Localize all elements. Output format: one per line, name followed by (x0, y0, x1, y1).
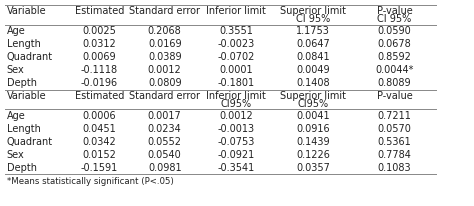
Text: Length: Length (7, 124, 40, 134)
Text: 0.8089: 0.8089 (378, 78, 411, 88)
Text: CI 95%: CI 95% (377, 14, 412, 24)
Text: 0.1439: 0.1439 (296, 137, 329, 147)
Text: 0.1226: 0.1226 (296, 150, 330, 160)
Text: -0.3541: -0.3541 (217, 163, 255, 173)
Text: 0.0001: 0.0001 (219, 65, 253, 75)
Text: 0.0540: 0.0540 (148, 150, 182, 160)
Text: Estimated: Estimated (75, 6, 124, 16)
Text: 0.0069: 0.0069 (83, 52, 116, 62)
Text: Variable: Variable (7, 6, 46, 16)
Text: Age: Age (7, 111, 26, 121)
Text: -0.0702: -0.0702 (217, 52, 255, 62)
Text: Standard error: Standard error (129, 91, 200, 101)
Text: 0.0570: 0.0570 (378, 124, 411, 134)
Text: 0.0041: 0.0041 (296, 111, 329, 121)
Text: 0.0012: 0.0012 (219, 111, 253, 121)
Text: -0.0196: -0.0196 (81, 78, 118, 88)
Text: 0.7211: 0.7211 (378, 111, 411, 121)
Text: Sex: Sex (7, 150, 24, 160)
Text: 0.0049: 0.0049 (296, 65, 329, 75)
Text: 0.0357: 0.0357 (296, 163, 330, 173)
Text: -0.1591: -0.1591 (81, 163, 118, 173)
Text: Quadrant: Quadrant (7, 137, 53, 147)
Text: Length: Length (7, 39, 40, 49)
Text: 0.0152: 0.0152 (82, 150, 117, 160)
Text: 0.0678: 0.0678 (378, 39, 411, 49)
Text: 0.0342: 0.0342 (82, 137, 117, 147)
Text: 0.0590: 0.0590 (378, 26, 411, 36)
Text: -0.0013: -0.0013 (217, 124, 255, 134)
Text: 0.0841: 0.0841 (296, 52, 329, 62)
Text: -0.0753: -0.0753 (217, 137, 255, 147)
Text: 0.0916: 0.0916 (296, 124, 329, 134)
Text: -0.1801: -0.1801 (217, 78, 255, 88)
Text: 0.0006: 0.0006 (83, 111, 116, 121)
Text: P-value: P-value (377, 91, 412, 101)
Text: 0.0552: 0.0552 (148, 137, 182, 147)
Text: 0.0312: 0.0312 (82, 39, 117, 49)
Text: Age: Age (7, 26, 26, 36)
Text: Depth: Depth (7, 78, 36, 88)
Text: Superior limit: Superior limit (280, 91, 346, 101)
Text: Depth: Depth (7, 163, 36, 173)
Text: 0.0647: 0.0647 (296, 39, 330, 49)
Text: 0.0169: 0.0169 (148, 39, 182, 49)
Text: 1.1753: 1.1753 (296, 26, 330, 36)
Text: Quadrant: Quadrant (7, 52, 53, 62)
Text: 0.0981: 0.0981 (148, 163, 182, 173)
Text: Variable: Variable (7, 91, 46, 101)
Text: -0.0921: -0.0921 (217, 150, 255, 160)
Text: 0.8592: 0.8592 (378, 52, 411, 62)
Text: P-value: P-value (377, 6, 412, 16)
Text: Sex: Sex (7, 65, 24, 75)
Text: 0.0809: 0.0809 (148, 78, 182, 88)
Text: 0.0012: 0.0012 (148, 65, 182, 75)
Text: 0.2068: 0.2068 (148, 26, 182, 36)
Text: 0.7784: 0.7784 (378, 150, 411, 160)
Text: Inferior limit: Inferior limit (206, 91, 266, 101)
Text: 0.0234: 0.0234 (148, 124, 182, 134)
Text: 0.0451: 0.0451 (82, 124, 117, 134)
Text: Superior limit: Superior limit (280, 6, 346, 16)
Text: CI 95%: CI 95% (296, 14, 330, 24)
Text: -0.0023: -0.0023 (217, 39, 255, 49)
Text: -0.1118: -0.1118 (81, 65, 118, 75)
Text: Estimated: Estimated (75, 91, 124, 101)
Text: CI95%: CI95% (220, 99, 251, 109)
Text: 0.0044*: 0.0044* (375, 65, 414, 75)
Text: 0.0017: 0.0017 (148, 111, 182, 121)
Text: 0.0389: 0.0389 (148, 52, 182, 62)
Text: 0.1408: 0.1408 (296, 78, 329, 88)
Text: Standard error: Standard error (129, 6, 200, 16)
Text: 0.0025: 0.0025 (82, 26, 117, 36)
Text: 0.1083: 0.1083 (378, 163, 411, 173)
Text: *Means statistically significant (P<.05): *Means statistically significant (P<.05) (7, 177, 173, 186)
Text: CI95%: CI95% (297, 99, 328, 109)
Text: Inferior limit: Inferior limit (206, 6, 266, 16)
Text: 0.5361: 0.5361 (378, 137, 411, 147)
Text: 0.3551: 0.3551 (219, 26, 253, 36)
